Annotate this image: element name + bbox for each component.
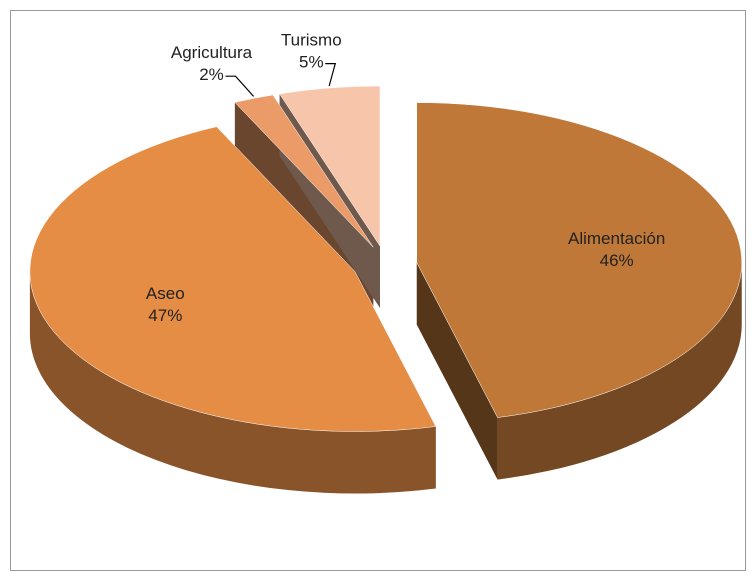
label-category: Aseo xyxy=(146,285,185,304)
label-category: Alimentación xyxy=(568,230,665,249)
slice-tops xyxy=(29,85,742,432)
leader-line xyxy=(225,75,255,97)
label-category: Turismo xyxy=(281,31,342,50)
data-label: Aseo 47% xyxy=(146,285,185,326)
leader-line xyxy=(325,63,337,87)
data-label: Agricultura 2% xyxy=(171,44,253,85)
data-label: Alimentación 46% xyxy=(568,230,665,271)
slice-wall xyxy=(29,271,436,494)
slice xyxy=(279,85,381,247)
slice-wall xyxy=(497,262,742,480)
data-label: Turismo 5% xyxy=(281,31,342,72)
label-value: 47% xyxy=(148,307,182,326)
label-value: 5% xyxy=(299,53,324,72)
slice xyxy=(416,102,742,418)
slice xyxy=(234,94,374,248)
outer-walls xyxy=(29,262,742,494)
label-value: 2% xyxy=(199,66,224,85)
slice xyxy=(29,126,437,432)
label-category: Agricultura xyxy=(171,44,253,63)
label-value: 46% xyxy=(600,252,634,271)
slice-cut-face xyxy=(416,262,498,480)
